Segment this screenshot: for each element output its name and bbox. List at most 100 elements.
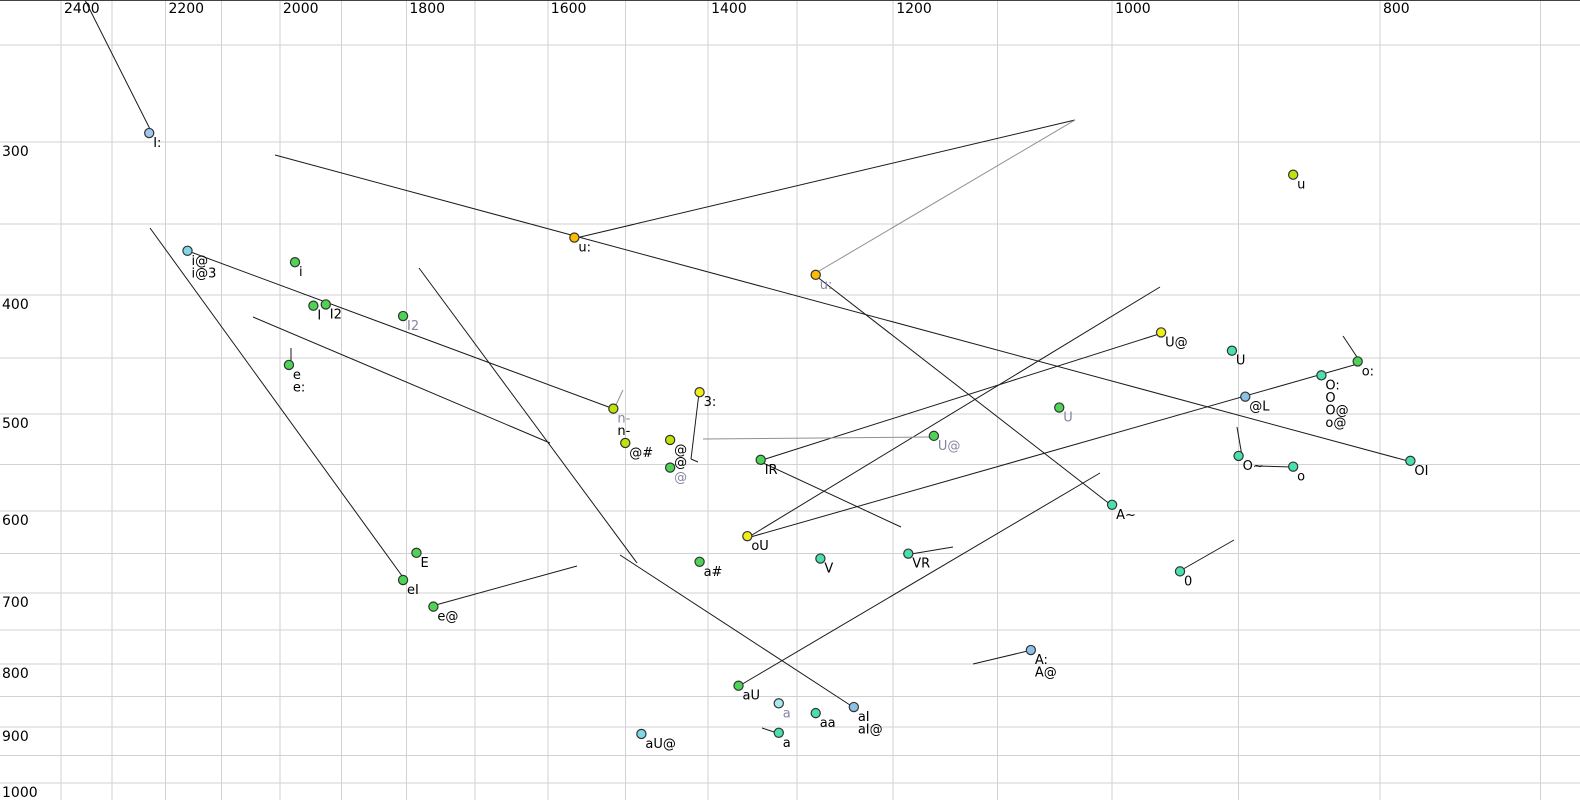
trajectory-line (84, 0, 153, 134)
trajectory-line (746, 286, 1161, 539)
y-axis-tick-label: 300 (2, 144, 29, 160)
axis-tick-labels: 2400 2200 2000 1800 1600 1400 1200 1000 800 300 40… (2, 1, 1410, 800)
x-axis-tick-label: 1200 (896, 1, 932, 17)
vowel-dot (742, 530, 753, 542)
point-u: u (1287, 169, 1305, 193)
point-i: i (289, 257, 303, 280)
vowel-label: @ (674, 443, 687, 458)
vowel-dot (569, 232, 580, 243)
trajectory-line (619, 554, 854, 708)
point-I2: I2 (320, 299, 342, 322)
vowel-label: 3: (704, 395, 717, 410)
point-I:: I: (144, 127, 161, 151)
x-axis-tick-label: 2400 (64, 1, 100, 17)
vowel-label: U@ (938, 439, 961, 454)
point-0: 0 (1174, 566, 1192, 589)
point-A:: A:A@ (1025, 644, 1057, 681)
vowel-label: U (1236, 354, 1246, 369)
vowel-label: O: (1325, 378, 1339, 393)
vowel-label: A: (1035, 653, 1048, 668)
vowel-label: I2 (407, 319, 419, 334)
trajectory-line (575, 119, 1076, 239)
point-eI: eI (397, 574, 419, 598)
vowel-dot (1025, 644, 1037, 656)
y-axis-tick-label: 500 (2, 416, 29, 432)
trajectory-line (252, 316, 551, 444)
vowel-dot (1106, 499, 1118, 510)
vowel-dot (810, 269, 821, 281)
trajectory-line (149, 227, 406, 581)
vowel-dot (810, 707, 821, 719)
vowel-label: @ (674, 455, 687, 470)
x-axis-tick-label: 1600 (551, 1, 587, 17)
point-o: o (1287, 461, 1305, 485)
vowel-dot (397, 310, 409, 322)
point-U@: U@ (1155, 327, 1188, 350)
trajectory-line (758, 460, 902, 528)
vowel-label: IR (765, 463, 778, 478)
vowel-dot (694, 556, 705, 567)
vowel-dot (1054, 402, 1065, 413)
x-axis-tick-label: 1400 (711, 1, 747, 17)
trajectory-line (274, 154, 1409, 462)
vowel-label: E (420, 556, 428, 571)
trajectory-line (758, 333, 1160, 462)
vowel-dot (428, 601, 439, 612)
vowel-label: n- (617, 412, 630, 427)
point-a#: a# (694, 556, 723, 580)
vowel-dot (1316, 370, 1327, 381)
vowel-label: u: (578, 241, 591, 256)
vowel-dot (411, 547, 422, 559)
vowel-label: e@ (437, 610, 458, 625)
vowel-label: e: (293, 380, 305, 395)
vowel-label: U@ (1165, 335, 1188, 350)
point-a: a (773, 727, 791, 751)
trajectory-line (418, 267, 638, 564)
vowel-label: aU@ (645, 737, 675, 752)
vowel-dot (928, 430, 940, 442)
x-axis-tick-label: 2000 (283, 1, 319, 17)
vowel-dot (664, 462, 676, 473)
trajectory-line (746, 362, 1362, 539)
point-aU@: aU@ (636, 728, 676, 752)
y-axis-tick-label: 700 (2, 595, 29, 611)
vowel-label: o: (1362, 364, 1374, 379)
vowel-dot (620, 437, 631, 449)
point-I2: I2 (397, 310, 419, 334)
vowel-label: eI (407, 583, 419, 598)
point-U: U (1226, 345, 1246, 369)
x-axis-tick-label: 2200 (168, 1, 204, 17)
vowel-dot (1405, 455, 1416, 467)
vowel-label: i (299, 265, 303, 280)
trajectory-line (431, 565, 578, 607)
vowel-dot (1352, 356, 1363, 367)
point-U: U (1054, 402, 1073, 426)
x-axis-tick-label: 1000 (1115, 1, 1151, 17)
y-axis-tick-label: 900 (2, 729, 29, 745)
point-E: E (411, 547, 429, 571)
window-top-border (0, 0, 1580, 1)
trajectory-line (690, 458, 699, 463)
point-U@: U@ (928, 430, 961, 454)
point-IR: IR (755, 454, 778, 478)
point-n-: n-n- (608, 403, 631, 439)
trajectory-line (1255, 465, 1293, 468)
vowel-dot (815, 553, 826, 564)
vowel-label: a# (704, 565, 723, 580)
vowel-dot (1287, 461, 1299, 472)
vowel-dot (283, 359, 295, 371)
trajectory-line (187, 250, 615, 410)
point-o:: o: (1352, 356, 1374, 379)
vowel-label: @L (1249, 400, 1270, 415)
vowel-label: I: (153, 136, 161, 151)
vowel-label: e (293, 368, 301, 383)
vowel-label: VR (912, 557, 930, 572)
point-V: V (815, 553, 833, 577)
point-e@: e@ (428, 601, 458, 625)
vowel-dot (1287, 169, 1299, 180)
trajectory-line (702, 436, 934, 440)
y-axis-tick-label: 800 (2, 666, 29, 682)
y-axis-tick-label: 400 (2, 297, 29, 313)
